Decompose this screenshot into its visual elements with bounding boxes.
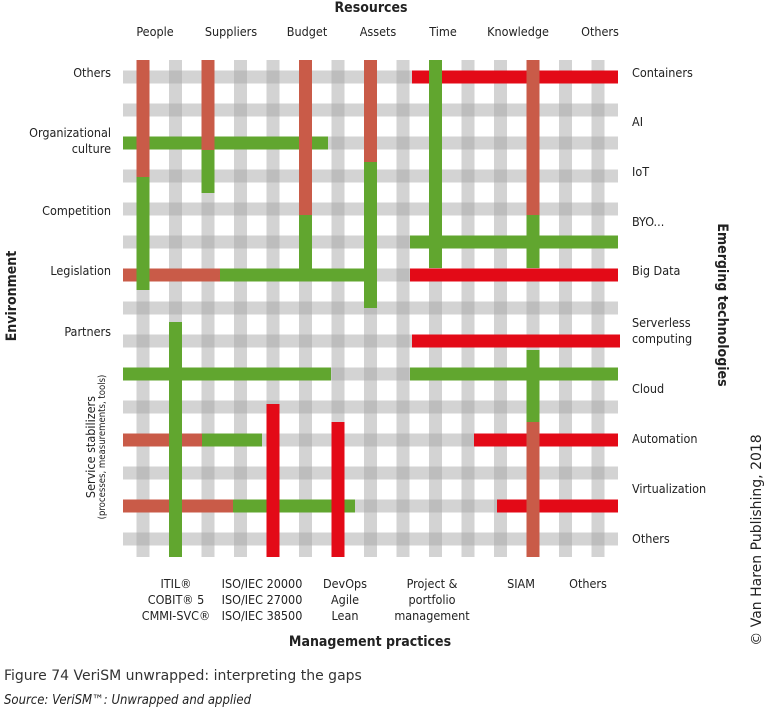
- practice-label: DevOps Agile Lean: [323, 576, 367, 624]
- stabilizers-label: Service stabilizers (processes, measurem…: [83, 374, 109, 520]
- practice-label: Project & portfolio management: [394, 576, 469, 624]
- gap-bar-green: [136, 177, 150, 290]
- gap-bar-green: [169, 322, 182, 557]
- gap-bar-green: [299, 215, 312, 275]
- environment-label: Organizational culture: [29, 125, 111, 156]
- gap-bar-brick: [201, 60, 215, 150]
- practice-line: management: [394, 608, 470, 623]
- emerging-label: BYO...: [632, 214, 665, 229]
- resource-label: Knowledge: [487, 24, 549, 39]
- gap-bar-brick: [526, 422, 540, 557]
- gap-bar-green: [429, 60, 442, 268]
- gap-bar-green: [202, 433, 262, 447]
- practice-line: Agile: [330, 592, 359, 607]
- environment-label: Others: [73, 65, 111, 80]
- stabilizers-subtitle: (processes, measurements, tools): [97, 374, 108, 520]
- gap-bar-brick: [526, 60, 540, 215]
- gap-bar-red: [474, 433, 618, 447]
- emerging-label: IoT: [632, 164, 650, 179]
- gap-bar-green: [201, 150, 215, 193]
- grid-col-stripe: [396, 60, 410, 557]
- gap-bar-green: [410, 367, 618, 381]
- resource-label: Assets: [359, 24, 397, 39]
- practice-line: Project &: [406, 576, 458, 591]
- figure-caption: Figure 74 VeriSM unwrapped: interpreting…: [4, 668, 362, 684]
- practice-line: Lean: [331, 608, 359, 623]
- grid-col-stripe: [559, 60, 572, 557]
- emerging-label: Containers: [632, 65, 693, 80]
- environment-label: Partners: [64, 324, 111, 339]
- gap-bar-red: [497, 499, 618, 513]
- resource-label: Others: [581, 24, 619, 39]
- environment-label: Competition: [42, 203, 111, 218]
- practice-line: ISO/IEC 27000: [221, 592, 303, 607]
- resources-title: Resources: [334, 0, 408, 16]
- practice-line: ISO/IEC 38500: [221, 608, 303, 623]
- practice-line: ISO/IEC 20000: [221, 576, 303, 591]
- gap-bar-red: [266, 404, 280, 557]
- grid-col-stripe: [234, 60, 247, 557]
- resource-label: Time: [429, 24, 457, 39]
- emerging-label: Others: [632, 531, 670, 546]
- practice-label: ITIL® COBIT® 5 CMMI-SVC®: [142, 576, 211, 624]
- gap-bar-green: [364, 162, 377, 308]
- gap-bar-brick: [136, 60, 150, 177]
- practice-label: ISO/IEC 20000 ISO/IEC 27000 ISO/IEC 3850…: [222, 576, 303, 624]
- practice-line: COBIT® 5: [147, 592, 205, 607]
- grid-col-stripe: [494, 60, 507, 557]
- practice-label: Others: [569, 576, 607, 592]
- gap-bar-green: [123, 367, 331, 381]
- resource-label: Suppliers: [204, 24, 258, 39]
- emerging-label: Automation: [632, 431, 698, 446]
- resource-label: Budget: [286, 24, 328, 39]
- figure-source: Source: VeriSM™: Unwrapped and applied: [4, 693, 252, 708]
- gap-bar-green: [123, 136, 328, 150]
- gap-bar-brick: [364, 60, 377, 162]
- practice-line: CMMI-SVC®: [141, 608, 211, 623]
- practice-line: Others: [569, 576, 607, 591]
- copyright: © Van Haren Publishing, 2018: [749, 434, 765, 646]
- emerging-label: Big Data: [632, 263, 681, 278]
- emerging-label: Serverless computing: [632, 315, 693, 346]
- emerging-label: AI: [632, 114, 644, 129]
- practice-line: portfolio: [408, 592, 456, 607]
- gap-bar-red: [331, 422, 345, 557]
- practice-line: SIAM: [507, 576, 535, 591]
- environment-label: Legislation: [50, 263, 111, 278]
- gap-bar-red: [412, 70, 618, 84]
- grid-col-stripe: [461, 60, 475, 557]
- gap-bar-brick: [299, 60, 312, 215]
- gap-bar-green: [410, 235, 618, 249]
- emerging-label: Cloud: [632, 381, 665, 396]
- gap-bar-red: [412, 334, 620, 348]
- practices-title: Management practices: [288, 634, 452, 650]
- gap-bar-green: [526, 215, 540, 268]
- environment-title: Environment: [4, 250, 20, 342]
- practice-label: SIAM: [507, 576, 535, 592]
- emerging-label: Virtualization: [632, 481, 707, 496]
- grid-col-stripe: [591, 60, 605, 557]
- gap-bar-brick: [123, 433, 202, 447]
- resource-label: People: [136, 24, 174, 39]
- gap-bar-green: [233, 499, 355, 513]
- practice-line: ITIL®: [160, 576, 192, 591]
- stabilizers-title: Service stabilizers: [83, 395, 98, 499]
- practice-line: DevOps: [322, 576, 368, 591]
- gap-bar-red: [410, 268, 618, 282]
- gap-bar-green: [526, 350, 540, 422]
- gap-bar-green: [220, 268, 377, 282]
- emerging-title: Emerging technologies: [714, 223, 730, 387]
